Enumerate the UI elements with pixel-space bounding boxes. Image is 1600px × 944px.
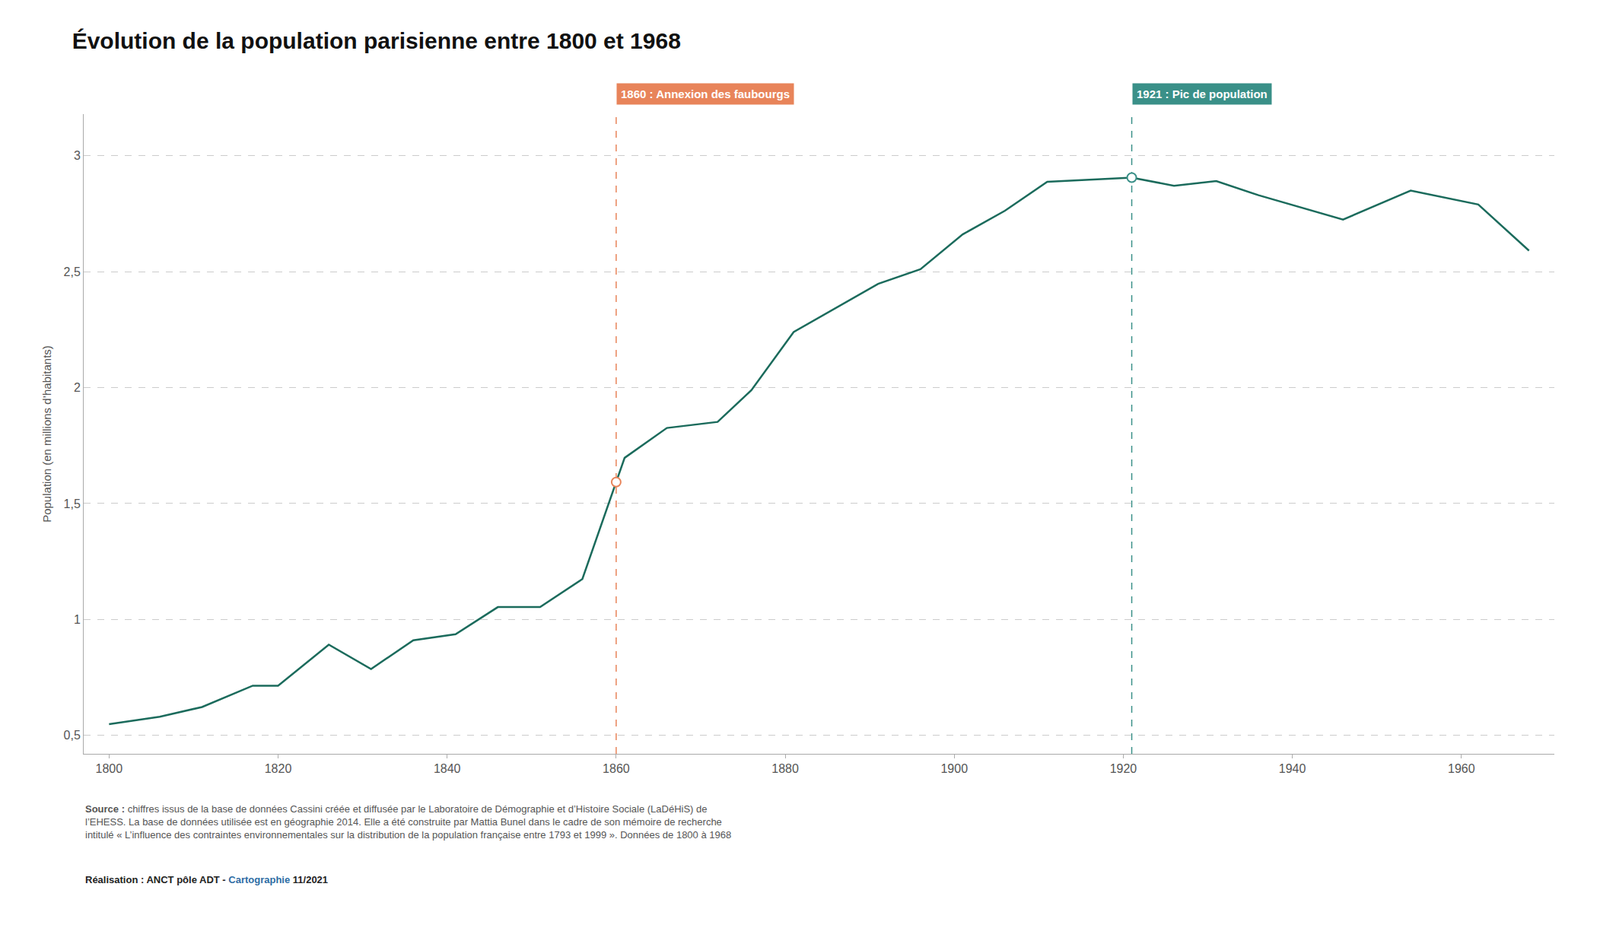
- svg-text:1920: 1920: [1110, 762, 1138, 776]
- svg-text:3: 3: [73, 149, 81, 163]
- svg-text:Source : chiffres issus de la: Source : chiffres issus de la base de do…: [85, 803, 732, 841]
- svg-text:1840: 1840: [433, 762, 462, 776]
- svg-text:1921 : Pic de population: 1921 : Pic de population: [1136, 87, 1268, 101]
- svg-text:1800: 1800: [95, 762, 124, 776]
- svg-text:1: 1: [73, 613, 81, 627]
- svg-text:Population (en millions d’habi: Population (en millions d’habitants): [40, 345, 54, 523]
- svg-text:1960: 1960: [1447, 762, 1476, 776]
- svg-text:1820: 1820: [264, 762, 293, 776]
- svg-text:1,5: 1,5: [63, 497, 81, 511]
- svg-text:1880: 1880: [771, 762, 799, 776]
- svg-text:Évolution de la population par: Évolution de la population parisienne en…: [72, 28, 681, 54]
- svg-text:Réalisation : ANCT pôle ADT -: Réalisation : ANCT pôle ADT - Cartograph…: [85, 874, 328, 886]
- svg-text:1940: 1940: [1278, 762, 1307, 776]
- svg-text:2,5: 2,5: [63, 265, 81, 279]
- svg-text:1860 : Annexion des faubourgs: 1860 : Annexion des faubourgs: [620, 87, 790, 101]
- svg-text:2: 2: [73, 381, 81, 395]
- svg-text:1860: 1860: [602, 762, 630, 776]
- svg-text:0,5: 0,5: [63, 728, 81, 742]
- svg-text:1900: 1900: [940, 762, 968, 776]
